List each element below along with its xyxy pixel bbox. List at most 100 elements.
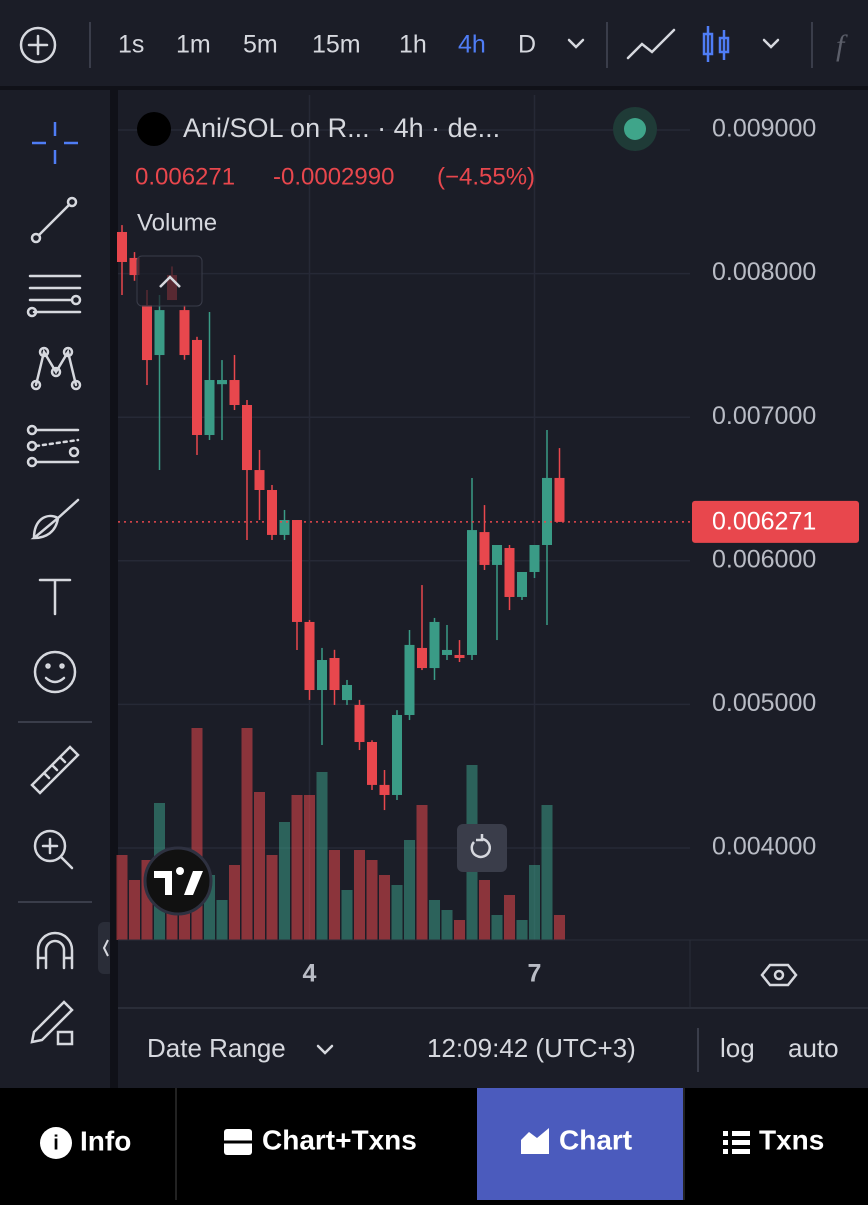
tab-info[interactable]: Info — [80, 1125, 131, 1156]
ruler-tool[interactable] — [30, 745, 80, 795]
candle-body — [417, 647, 427, 669]
volume-bar — [416, 805, 428, 940]
legend-price: 0.006271 — [135, 163, 235, 190]
candle-body — [229, 380, 240, 406]
interval[interactable]: 1m — [176, 31, 211, 59]
interval[interactable]: 1h — [399, 31, 427, 59]
tab-chart-txns[interactable]: Chart+Txns — [262, 1124, 417, 1155]
volume-bar — [304, 795, 315, 940]
zoom-tool[interactable] — [33, 829, 74, 870]
tradingview-logo[interactable] — [143, 846, 213, 916]
interval-active[interactable]: 4h — [458, 31, 486, 59]
volume-bar — [266, 855, 278, 940]
fib-tool[interactable] — [26, 274, 82, 318]
chart-type-dropdown[interactable] — [762, 38, 780, 49]
candle-body — [342, 684, 352, 701]
volume-label: Volume — [137, 209, 217, 236]
auto-toggle[interactable]: auto — [788, 1033, 839, 1063]
interval-dropdown[interactable] — [567, 38, 585, 49]
volume-bar — [391, 885, 403, 940]
candle-body — [179, 310, 190, 356]
trend-line-tool[interactable] — [30, 196, 78, 244]
volume-bar — [404, 840, 415, 940]
volume-bar — [441, 910, 453, 940]
volume-bar — [141, 860, 153, 940]
status-dot — [624, 118, 646, 140]
volume-bar — [379, 875, 390, 940]
date-range[interactable]: Date Range — [147, 1033, 286, 1063]
candle-body — [392, 715, 402, 795]
volume-bar — [279, 822, 290, 940]
candle-body — [517, 571, 527, 597]
candle-body — [254, 470, 265, 491]
candle-body — [479, 532, 490, 565]
candle-body — [117, 231, 127, 262]
candle-body — [454, 654, 465, 658]
interval[interactable]: 15m — [312, 31, 361, 59]
tab-txns[interactable]: Txns — [759, 1124, 824, 1155]
last-price-label: 0.006271 — [712, 507, 816, 535]
candle-body — [304, 621, 315, 691]
candle-type-icon[interactable] — [702, 26, 730, 62]
candle-body — [379, 784, 390, 795]
candle-body — [467, 530, 477, 655]
volume-bar — [329, 850, 340, 940]
brush-tool[interactable] — [30, 498, 80, 540]
volume-bar — [341, 890, 353, 940]
candle-body — [242, 405, 252, 471]
volume-bar — [116, 855, 128, 940]
prediction-tool[interactable] — [26, 424, 80, 468]
crosshair-tool[interactable] — [32, 122, 78, 164]
add-button[interactable] — [19, 26, 57, 64]
x-tick-label: 7 — [528, 960, 542, 988]
volume-bar — [366, 860, 378, 940]
interval[interactable]: 5m — [243, 31, 278, 59]
clock: 12:09:42 (UTC+3) — [427, 1033, 636, 1063]
volume-bar — [229, 865, 240, 940]
lock-drawing-tool[interactable] — [30, 1000, 74, 1046]
volume-bar — [291, 795, 303, 940]
legend-change: -0.0002990 — [273, 163, 394, 190]
candle-body — [354, 704, 365, 742]
interval[interactable]: 1s — [118, 31, 144, 59]
y-tick-label: 0.007000 — [712, 402, 816, 430]
axis-settings[interactable] — [760, 963, 798, 987]
candle-body — [542, 477, 552, 545]
candle-body — [329, 657, 340, 691]
magnet-tool[interactable] — [36, 931, 74, 970]
volume-bar — [554, 915, 565, 940]
candle-body — [442, 649, 452, 655]
volume-bar — [454, 920, 465, 940]
reset-button[interactable] — [457, 824, 507, 872]
tab-active[interactable] — [477, 1088, 683, 1200]
candle-body — [367, 741, 377, 785]
line-chart-icon[interactable] — [626, 28, 676, 60]
y-tick-label: 0.005000 — [712, 689, 816, 717]
candle-body — [404, 644, 415, 716]
candle-body — [317, 660, 327, 691]
candle-body — [142, 305, 152, 361]
volume-bar — [529, 865, 540, 940]
volume-bar — [429, 900, 440, 940]
volume-bar — [204, 875, 215, 940]
candle-body — [279, 520, 290, 535]
emoji-tool[interactable] — [33, 650, 77, 694]
interval[interactable]: D — [518, 31, 536, 59]
volume-bar — [479, 880, 490, 940]
tab-chart[interactable]: Chart — [559, 1124, 632, 1155]
candle-body — [492, 544, 502, 565]
last-price-tag — [692, 500, 859, 543]
candle-body — [154, 310, 165, 356]
symbol-title: Ani/SOL on R... · 4h · de... — [183, 113, 500, 143]
text-tool[interactable] — [38, 578, 72, 616]
volume-bar — [354, 850, 365, 940]
pattern-tool[interactable] — [30, 346, 82, 391]
candle-body — [504, 548, 515, 597]
candle-body — [554, 477, 565, 522]
collapse-legend[interactable] — [136, 255, 203, 307]
plot-area — [116, 95, 690, 940]
volume-bar — [241, 728, 253, 940]
log-toggle[interactable]: log — [720, 1033, 755, 1063]
